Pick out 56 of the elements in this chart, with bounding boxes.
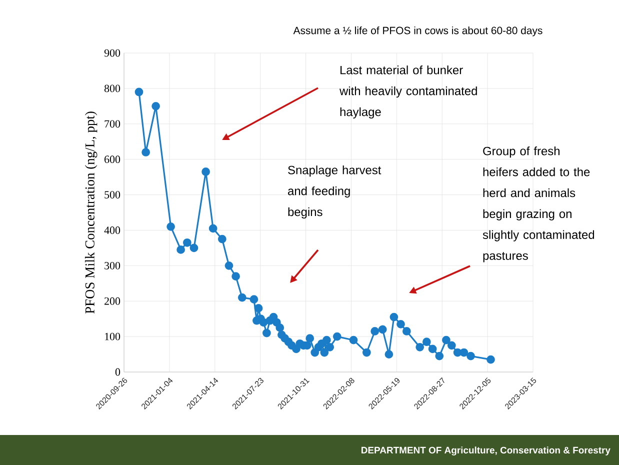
point <box>422 338 431 346</box>
annotation: Last material of bunker with heavily contaminated haylage <box>340 66 477 119</box>
point <box>152 102 160 110</box>
y-tick-label: 600 <box>104 156 120 164</box>
point <box>428 344 437 354</box>
point <box>442 336 450 344</box>
point <box>306 334 314 343</box>
point <box>362 348 371 357</box>
point <box>402 327 411 336</box>
point <box>384 350 394 358</box>
y-tick-label: 500 <box>104 191 120 198</box>
y-tick-label: 300 <box>104 262 120 270</box>
y-tick-label: 900 <box>104 49 120 57</box>
point <box>390 312 398 322</box>
y-tick-label: 700 <box>104 120 120 128</box>
point <box>218 234 226 244</box>
annotation: Snaplage harvest and feeding begins <box>288 166 382 219</box>
text: Assume a ½ life of PFOS in cows is about 60-80 days <box>293 26 542 36</box>
point <box>416 343 424 352</box>
point <box>254 304 263 312</box>
point <box>250 295 258 304</box>
point <box>349 336 358 344</box>
point <box>262 328 271 338</box>
point <box>182 238 192 247</box>
point <box>276 324 284 332</box>
point <box>259 318 268 327</box>
point <box>435 352 444 360</box>
point <box>322 336 331 344</box>
point <box>466 352 475 360</box>
point <box>326 343 334 352</box>
point <box>332 332 342 341</box>
point <box>370 327 380 336</box>
annotation: Group of fresh heifers added to the herd and animals begin grazing on slightly contaminated pastures <box>482 146 594 262</box>
text: DEPARTMENT OF Agriculture, Conservation & Forestry <box>362 446 610 456</box>
point <box>142 148 150 156</box>
point <box>396 320 405 328</box>
point <box>460 348 468 357</box>
y-tick-label: 400 <box>104 226 120 234</box>
point <box>320 348 329 357</box>
point <box>176 246 185 254</box>
y-tick-label: 0 <box>115 368 120 376</box>
point <box>447 341 456 350</box>
point <box>208 224 218 233</box>
point <box>224 261 234 270</box>
point <box>190 244 198 252</box>
y-tick-label: 200 <box>104 297 120 305</box>
point <box>378 325 387 334</box>
point <box>166 222 175 231</box>
y-tick-label: 800 <box>104 84 120 92</box>
point <box>238 293 246 302</box>
point <box>202 168 210 176</box>
y-tick-label: 100 <box>105 332 120 340</box>
point <box>134 88 144 96</box>
y-axis-title: PFOS Milk Concentration (ng/L, ppt) <box>84 112 98 314</box>
point <box>486 355 495 364</box>
point <box>232 272 240 280</box>
